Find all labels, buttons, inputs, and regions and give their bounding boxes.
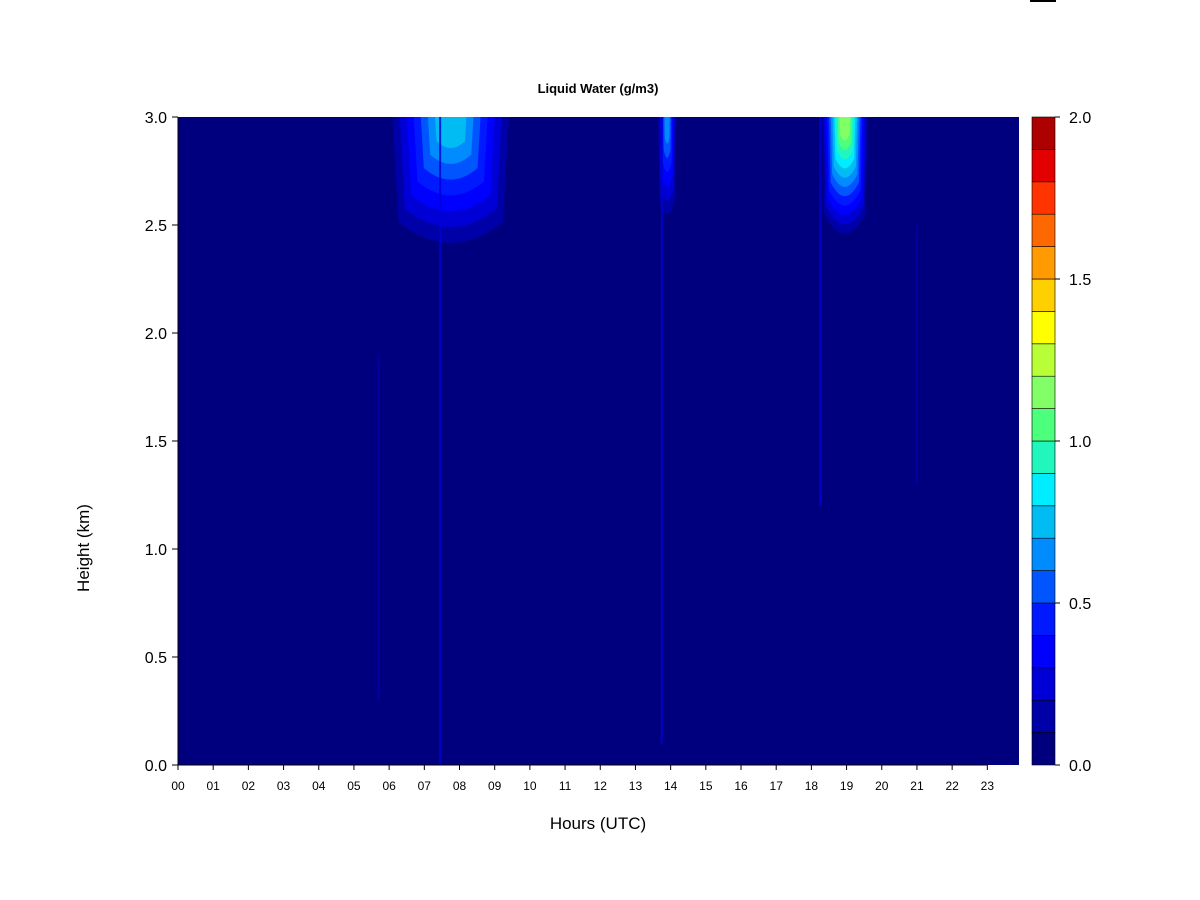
x-tick-label: 19 [840, 779, 854, 793]
colorbar-swatch [1031, 246, 1056, 280]
streak-3 [819, 117, 822, 506]
x-tick-label: 05 [347, 779, 361, 793]
colorbar-swatch [1031, 440, 1056, 474]
x-tick-label: 01 [207, 779, 221, 793]
y-axis-label: Height (km) [74, 504, 93, 592]
colorbar-swatch [1031, 149, 1056, 183]
heatmap-plot-area [178, 117, 1019, 765]
colorbar-swatch [1031, 602, 1056, 636]
x-tick-label: 20 [875, 779, 889, 793]
x-tick-label: 08 [453, 779, 467, 793]
x-tick-label: 07 [418, 779, 432, 793]
x-tick-label: 21 [910, 779, 924, 793]
colorbar-swatch [1031, 635, 1056, 669]
colorbar-swatch [1031, 375, 1056, 409]
x-tick-label: 13 [629, 779, 643, 793]
x-tick-label: 12 [594, 779, 608, 793]
x-tick-label: 16 [734, 779, 748, 793]
y-tick-label: 3.0 [145, 110, 167, 127]
x-tick-label: 23 [981, 779, 995, 793]
x-tick-label: 11 [559, 779, 572, 793]
heatmap-background [178, 117, 1019, 765]
x-tick-label: 22 [945, 779, 959, 793]
colorbar-swatch [1031, 278, 1056, 312]
y-tick-label: 1.0 [145, 542, 167, 559]
y-tick-label: 2.5 [145, 218, 167, 235]
x-tick-label: 09 [488, 779, 502, 793]
colorbar-tick-label: 2.0 [1069, 110, 1091, 127]
streak-1 [439, 117, 442, 765]
colorbar-swatch [1031, 537, 1056, 571]
colorbar-tick-label: 1.0 [1069, 434, 1091, 451]
cloud-band [839, 117, 851, 141]
cloud-feature-2 [821, 117, 868, 234]
x-tick-label: 06 [382, 779, 396, 793]
colorbar-swatch [1031, 570, 1056, 604]
x-tick-label: 03 [277, 779, 291, 793]
y-tick-label: 0.0 [145, 758, 167, 775]
x-tick-label: 00 [171, 779, 185, 793]
x-tick-label: 15 [699, 779, 713, 793]
x-axis: 00 01 02 03 04 05 06 07 08 09 10 11 12 13 14 15 16 17 18 19… [171, 764, 995, 793]
colorbar-swatch [1031, 181, 1056, 215]
x-tick-label: 18 [805, 779, 819, 793]
y-axis: 0.0 0.5 1.0 1.5 2.0 2.5 3.0 [145, 110, 179, 775]
colorbar-swatch [1031, 473, 1056, 507]
colorbar-swatch [1031, 667, 1056, 701]
y-tick-label: 1.5 [145, 434, 167, 451]
colorbar: 0.0 0.5 1.0 1.5 2.0 [1031, 110, 1091, 775]
colorbar-swatch [1031, 116, 1056, 150]
colorbar-swatch [1031, 311, 1056, 345]
heatmap-cells [377, 117, 918, 765]
streak-2 [660, 117, 663, 744]
x-tick-label: 17 [770, 779, 784, 793]
x-tick-label: 02 [242, 779, 256, 793]
colorbar-swatch [1031, 505, 1056, 539]
corner-mark [1030, 0, 1056, 2]
x-tick-label: 04 [312, 779, 326, 793]
colorbar-swatch [1031, 213, 1056, 247]
colorbar-swatch [1031, 408, 1056, 442]
cloud-band [664, 117, 670, 144]
colorbar-swatch [1031, 732, 1056, 766]
colorbar-tick-label: 0.5 [1069, 596, 1091, 613]
streak-0 [377, 354, 380, 701]
cloud-band [434, 117, 467, 149]
streak-4 [915, 225, 918, 485]
colorbar-swatch [1031, 343, 1056, 377]
cloud-feature-0 [392, 117, 509, 243]
colorbar-tick-label: 0.0 [1069, 758, 1091, 775]
x-axis-label: Hours (UTC) [550, 814, 646, 833]
chart-title: Liquid Water (g/m3) [538, 81, 659, 96]
colorbar-tick-label: 1.5 [1069, 272, 1091, 289]
y-tick-label: 0.5 [145, 650, 167, 667]
y-tick-label: 2.0 [145, 326, 167, 343]
colorbar-swatch [1031, 699, 1056, 733]
x-tick-label: 14 [664, 779, 678, 793]
x-tick-label: 10 [523, 779, 537, 793]
